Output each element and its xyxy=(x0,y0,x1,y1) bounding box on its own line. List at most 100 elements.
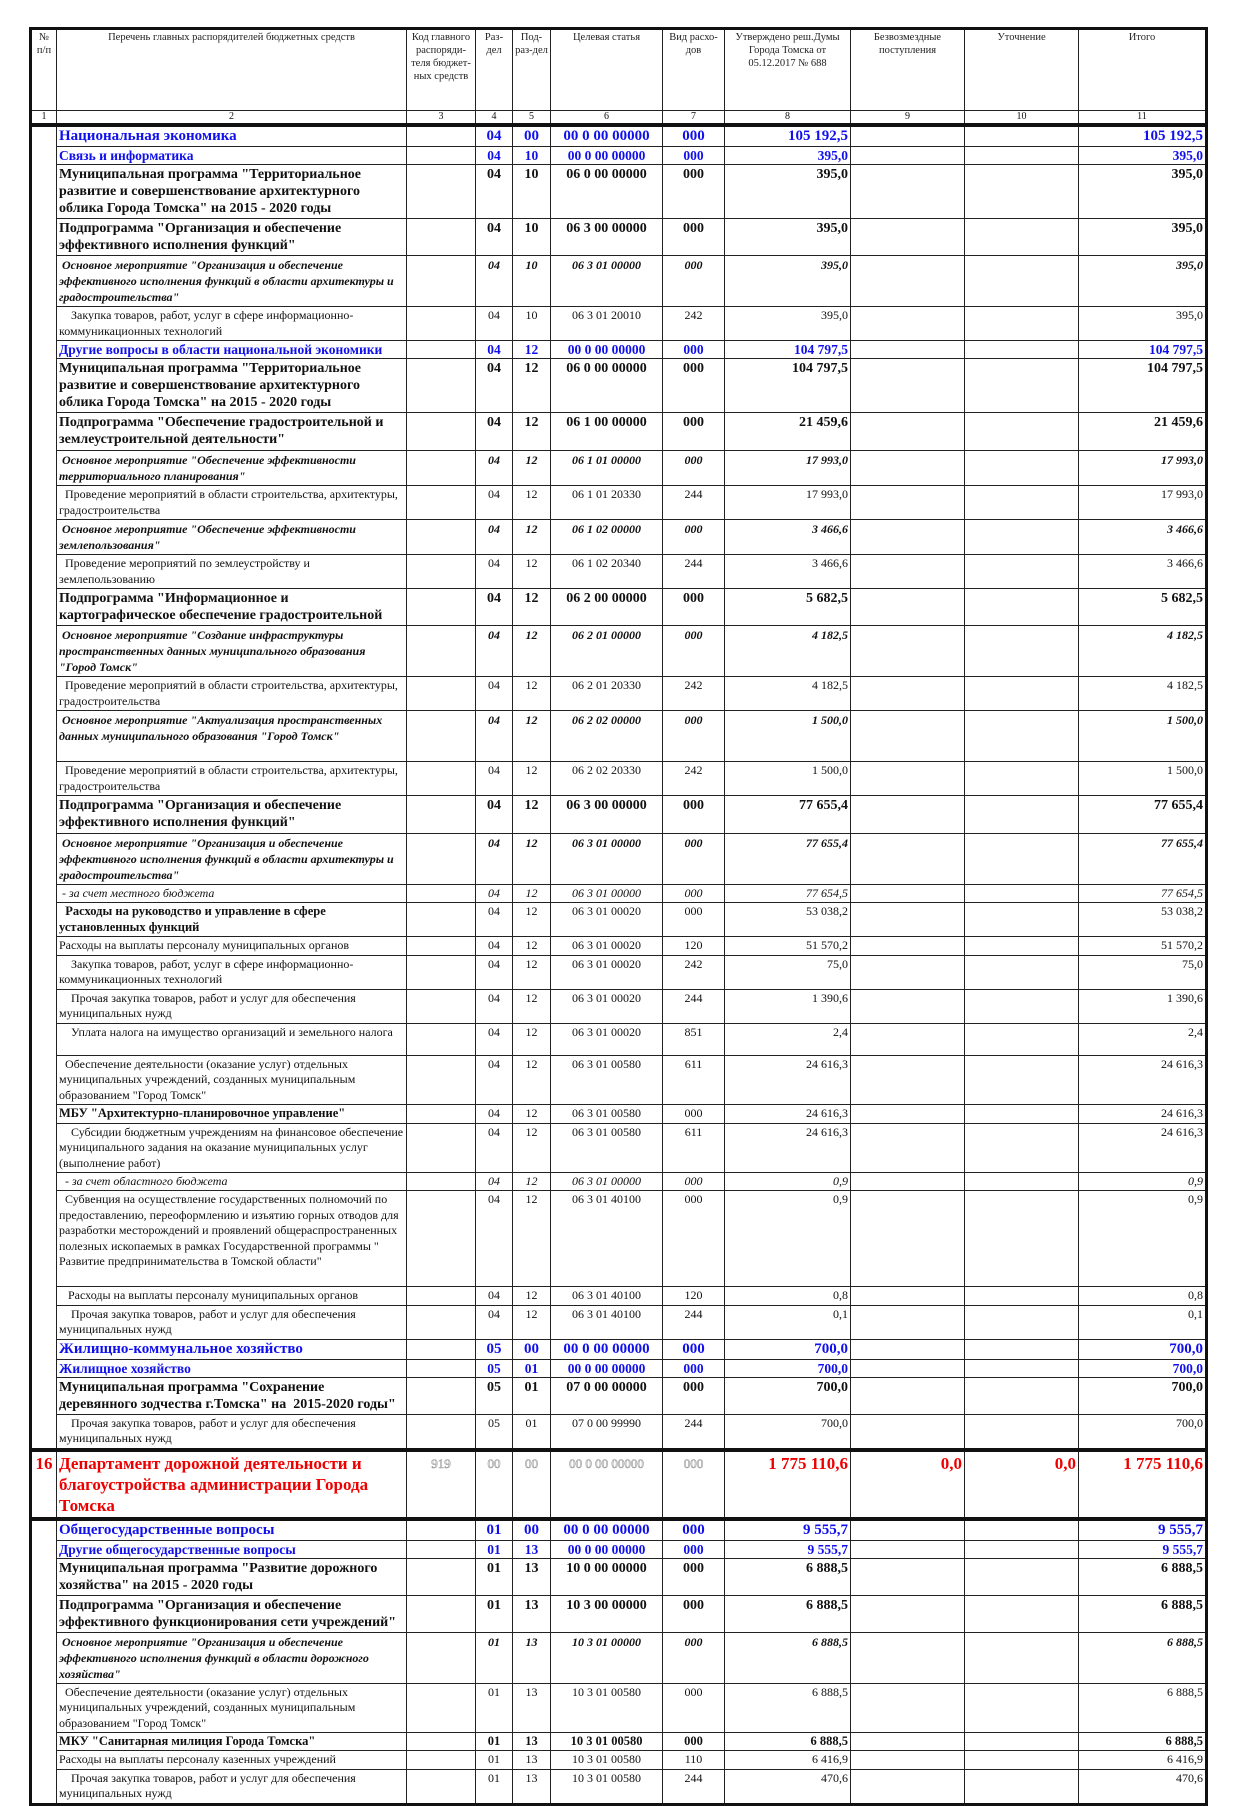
total-amount: 395,0 xyxy=(1078,146,1207,165)
section-code: 04 xyxy=(475,255,513,307)
table-row: Другие вопросы в области национальной эк… xyxy=(30,340,1207,359)
distributor-code xyxy=(406,1539,476,1559)
row-label: Основное мероприятие "Актуализация прост… xyxy=(56,710,407,762)
row-number xyxy=(30,1123,57,1173)
row-number xyxy=(30,306,57,341)
target-article: 06 1 02 20340 xyxy=(550,554,663,589)
grants-amount xyxy=(850,485,965,520)
grants-amount xyxy=(850,146,965,165)
target-article: 06 2 01 00000 xyxy=(550,625,663,677)
subsection-code: 12 xyxy=(512,676,551,711)
row-label: Жилищно-коммунальное хозяйство xyxy=(56,1338,407,1360)
expense-type: 242 xyxy=(662,761,725,796)
total-amount: 395,0 xyxy=(1078,164,1207,219)
column-number: 8 xyxy=(724,110,851,127)
approved-amount: 0,8 xyxy=(724,1286,851,1306)
table-row: Обеспечение деятельности (оказание услуг… xyxy=(30,1682,1207,1733)
section-code: 04 xyxy=(475,761,513,796)
row-label: Общегосударственные вопросы xyxy=(56,1518,407,1541)
total-amount: 77 655,4 xyxy=(1078,795,1207,834)
approved-amount: 77 655,4 xyxy=(724,833,851,885)
table-row: Муниципальная программа "Сохранение дере… xyxy=(30,1376,1207,1415)
target-article: 06 2 00 00000 xyxy=(550,588,663,626)
header-col-distributors: Перечень главных распорядителей бюджетны… xyxy=(56,28,407,111)
section-code: 05 xyxy=(475,1338,513,1360)
header-row: № п/п Перечень главных распорядителей бюд… xyxy=(30,28,1207,111)
total-amount: 700,0 xyxy=(1078,1338,1207,1360)
distributor-code xyxy=(406,306,476,341)
row-label: Подпрограмма "Организация и обеспечение … xyxy=(56,795,407,834)
expense-type: 611 xyxy=(662,1054,725,1105)
row-label: Прочая закупка товаров, работ и услуг дл… xyxy=(56,1768,407,1805)
expense-type: 244 xyxy=(662,1768,725,1805)
target-article: 06 3 01 00580 xyxy=(550,1122,663,1173)
total-amount: 0,8 xyxy=(1078,1286,1207,1306)
adjustment-amount xyxy=(964,1190,1079,1287)
subsection-code: 12 xyxy=(512,519,551,555)
row-number xyxy=(30,955,57,989)
approved-amount: 6 888,5 xyxy=(724,1557,851,1596)
row-label: - за счет областного бюджета xyxy=(56,1172,407,1191)
section-code: 04 xyxy=(475,710,513,762)
adjustment-amount xyxy=(964,1750,1079,1770)
row-number xyxy=(30,1518,57,1540)
expense-type: 000 xyxy=(662,1338,725,1360)
subsection-code: 12 xyxy=(512,625,551,677)
total-amount: 104 797,5 xyxy=(1078,340,1207,359)
expense-type: 242 xyxy=(662,676,725,711)
section-code: 04 xyxy=(475,954,513,990)
section-code: 01 xyxy=(475,1518,513,1541)
target-article: 06 3 01 00580 xyxy=(550,1054,663,1105)
grants-amount xyxy=(850,1338,965,1360)
target-article: 10 3 01 00580 xyxy=(550,1750,663,1770)
table-row: Основное мероприятие "Организация и обес… xyxy=(30,1631,1207,1684)
subsection-code: 13 xyxy=(512,1557,551,1596)
grants-amount xyxy=(850,554,965,589)
row-number xyxy=(30,554,57,589)
section-code: 05 xyxy=(475,1413,513,1450)
target-article: 06 3 01 00000 xyxy=(550,1172,663,1191)
section-code: 04 xyxy=(475,625,513,677)
grants-amount xyxy=(850,1413,965,1450)
expense-type: 244 xyxy=(662,988,725,1024)
subsection-code: 01 xyxy=(512,1358,551,1378)
subsection-code: 12 xyxy=(512,1122,551,1173)
total-amount: 6 888,5 xyxy=(1078,1631,1207,1684)
grants-amount xyxy=(850,988,965,1024)
subsection-code: 12 xyxy=(512,554,551,589)
row-number xyxy=(30,676,57,711)
table-row: Основное мероприятие "Актуализация прост… xyxy=(30,710,1207,762)
subsection-code: 00 xyxy=(512,1338,551,1360)
expense-type: 244 xyxy=(662,485,725,520)
adjustment-amount xyxy=(964,218,1079,256)
section-code: 04 xyxy=(475,588,513,626)
expense-type: 000 xyxy=(662,710,725,762)
total-amount: 700,0 xyxy=(1078,1376,1207,1415)
approved-amount: 17 993,0 xyxy=(724,450,851,486)
expense-type: 000 xyxy=(662,1190,725,1287)
adjustment-amount xyxy=(964,1376,1079,1415)
row-number xyxy=(30,1540,57,1558)
section-code: 01 xyxy=(475,1750,513,1770)
row-label: Подпрограмма "Обеспечение градостроитель… xyxy=(56,412,407,451)
approved-amount: 3 466,6 xyxy=(724,519,851,555)
subsection-code: 12 xyxy=(512,1190,551,1287)
grants-amount xyxy=(850,1054,965,1105)
approved-amount: 53 038,2 xyxy=(724,902,851,937)
distributor-code xyxy=(406,218,476,256)
row-number xyxy=(30,1632,57,1683)
section-code: 04 xyxy=(475,795,513,834)
section-code: 00 xyxy=(475,1447,513,1521)
distributor-code xyxy=(406,1413,476,1450)
adjustment-amount xyxy=(964,1682,1079,1733)
total-amount: 21 459,6 xyxy=(1078,412,1207,451)
adjustment-amount xyxy=(964,988,1079,1024)
approved-amount: 9 555,7 xyxy=(724,1539,851,1559)
approved-amount: 395,0 xyxy=(724,146,851,165)
grants-amount xyxy=(850,1304,965,1340)
distributor-code xyxy=(406,124,476,147)
subsection-code: 13 xyxy=(512,1768,551,1805)
adjustment-amount xyxy=(964,255,1079,307)
row-number xyxy=(30,884,57,903)
row-label: Основное мероприятие "Организация и обес… xyxy=(56,255,407,307)
